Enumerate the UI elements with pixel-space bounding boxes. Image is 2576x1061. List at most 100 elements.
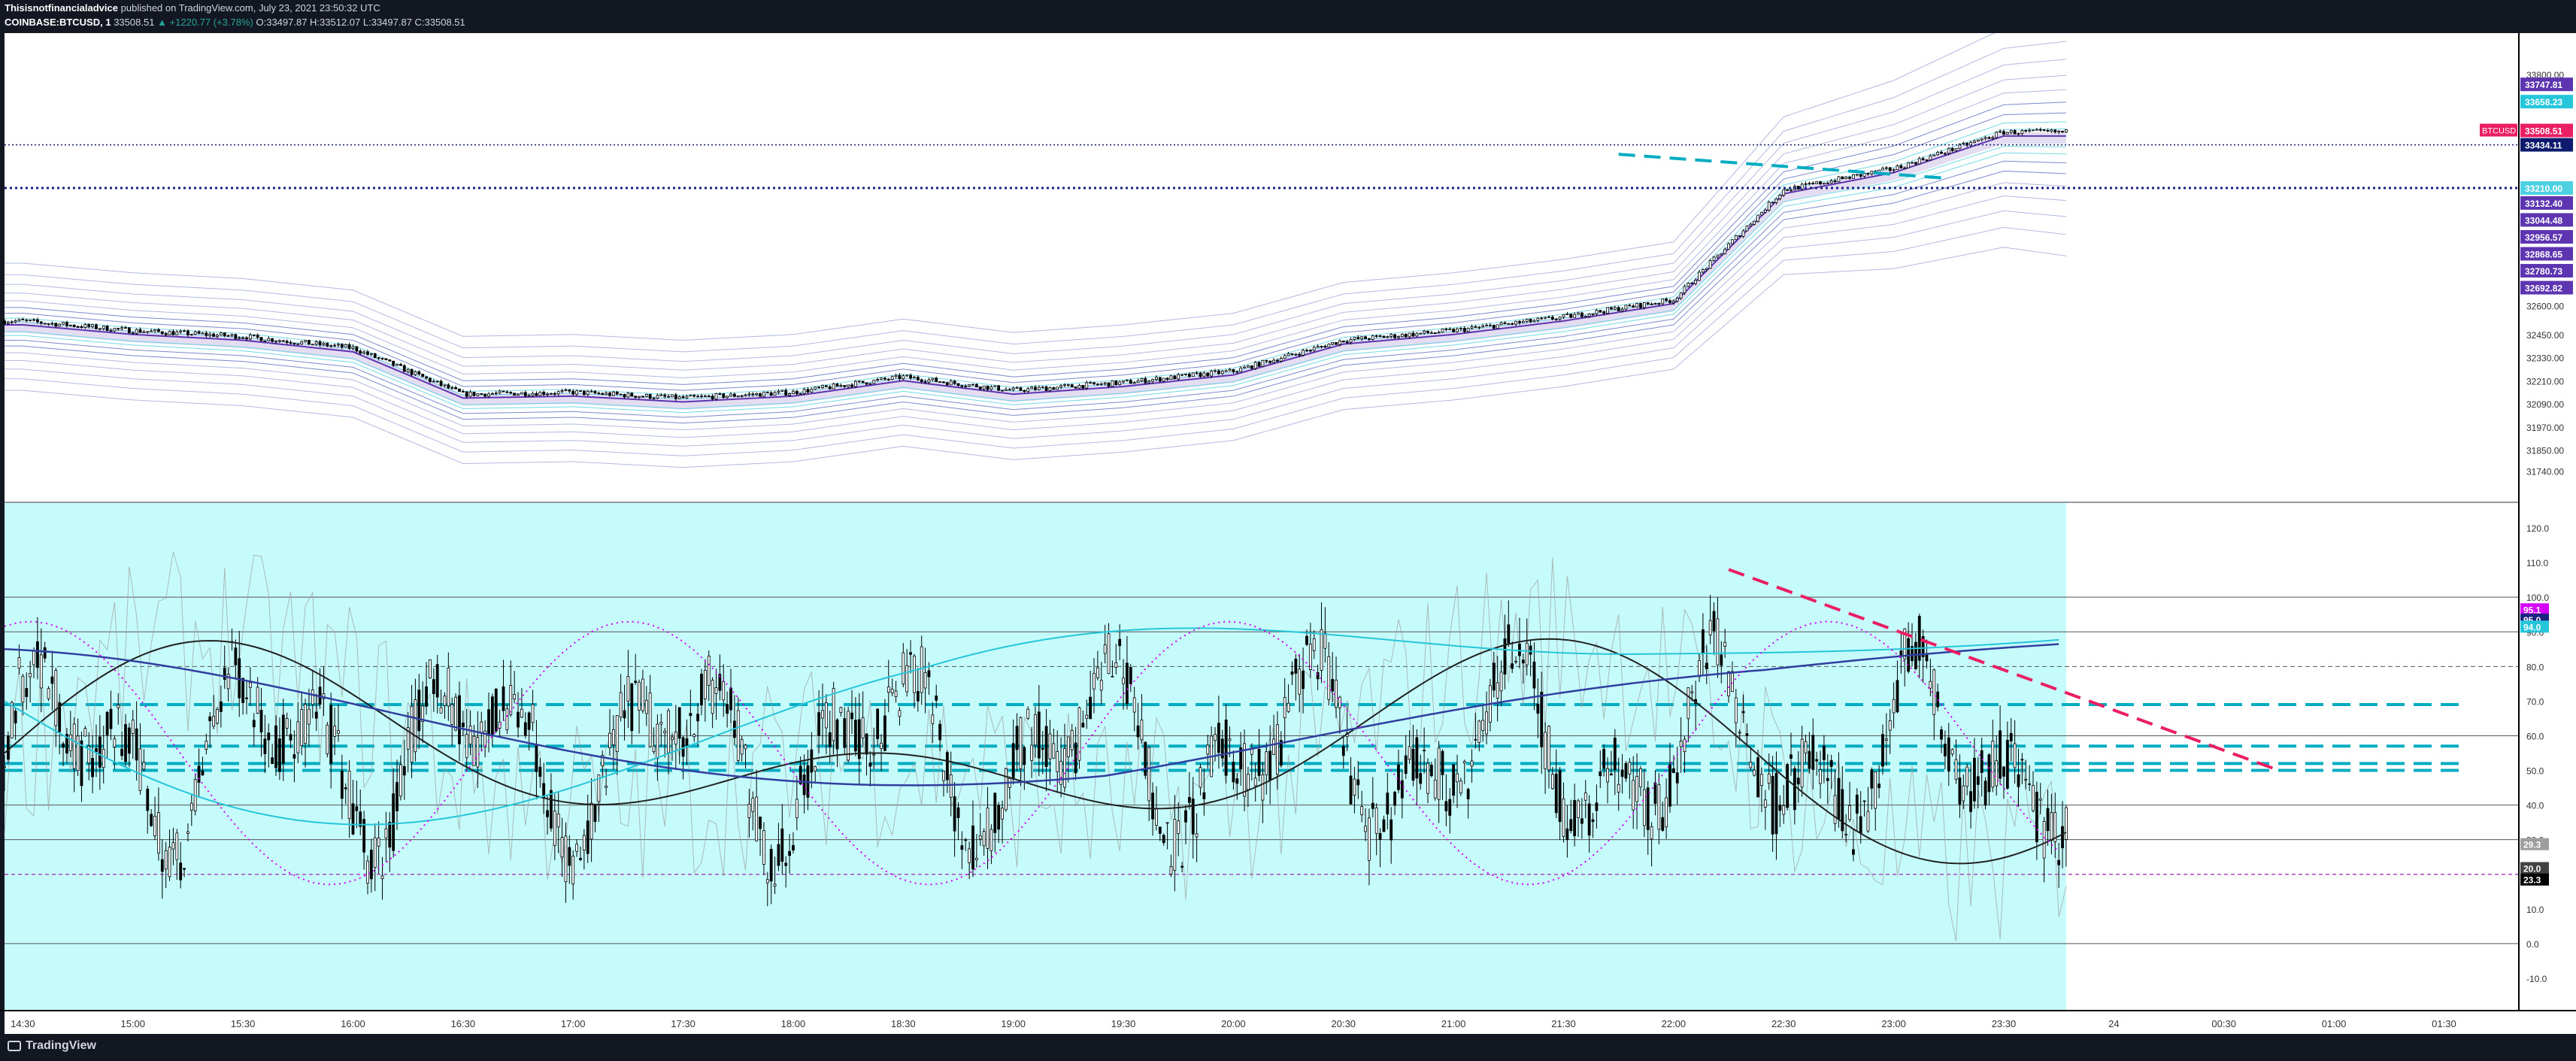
candle-body (1734, 235, 1738, 241)
candle-body (1096, 383, 1099, 386)
candle-body (780, 390, 784, 392)
candle-body (113, 328, 117, 332)
osc-bar-body (1796, 778, 1800, 785)
symbol-name[interactable]: COINBASE:BTCUSD, 1 (5, 17, 111, 28)
osc-bar-body (1562, 798, 1565, 837)
candle-body (248, 334, 252, 340)
osc-bar-body (1749, 762, 1753, 768)
osc-bar-body (700, 673, 703, 706)
osc-bar-body (1099, 680, 1103, 691)
candle-body (304, 340, 307, 342)
candle-body (1419, 332, 1423, 335)
candle-body (1111, 380, 1114, 387)
chart-canvas[interactable]: 33800.0032600.0032450.0032330.0032210.00… (0, 33, 2576, 1034)
candle-body (993, 385, 997, 387)
osc-bar-body (91, 757, 94, 778)
osc-bar-body (780, 828, 784, 862)
candle-body (216, 335, 219, 337)
candle-body (1308, 350, 1312, 352)
osc-bar-body (615, 715, 619, 752)
osc-bar-body (747, 804, 751, 818)
osc-bar-body (814, 766, 817, 771)
osc-bar-body (1052, 743, 1056, 759)
candle-body (989, 386, 993, 390)
time-tick-label: 23:30 (1992, 1018, 2017, 1029)
osc-bar-body (605, 785, 608, 788)
osc-bar-body (762, 830, 765, 865)
candle-body (487, 393, 490, 397)
candle-body (656, 395, 659, 399)
candle-body (1859, 174, 1862, 177)
oscillator-pane[interactable] (3, 502, 2520, 1011)
osc-bar-body (1184, 810, 1187, 823)
candle-body (1353, 337, 1356, 340)
osc-bar-body (1583, 793, 1587, 801)
candle-body (447, 384, 450, 389)
candle-body (337, 344, 340, 346)
osc-bar-body (523, 722, 527, 736)
candle-body (1235, 371, 1239, 373)
candle-body (531, 393, 535, 396)
osc-bar-body (1199, 767, 1202, 788)
price-label-text: 33508.51 (2525, 126, 2562, 137)
candle-body (861, 380, 865, 383)
osc-bar-body (429, 659, 432, 678)
candle-body (1712, 256, 1716, 261)
candle-body (920, 379, 923, 382)
ribbon-bands (5, 33, 2066, 468)
osc-bar-body (1874, 771, 1877, 809)
candle-body (65, 322, 68, 326)
osc-tick-label: 60.0 (2526, 731, 2544, 741)
price-label-box (2520, 247, 2573, 261)
candle-body (902, 375, 905, 380)
ribbon-band-line (5, 182, 2066, 431)
osc-bar-body (765, 879, 769, 884)
candle-body (1063, 384, 1066, 387)
osc-bars (3, 595, 2068, 907)
candle-body (1778, 195, 1782, 199)
candle-body (1591, 314, 1595, 315)
candle-body (1899, 165, 1903, 168)
osc-bar-body (414, 699, 417, 753)
osc-bar-body (1826, 778, 1829, 781)
osc-bar-body (1276, 724, 1279, 775)
candle-body (1976, 139, 1980, 142)
candle-body (630, 393, 634, 397)
price-pane[interactable] (3, 33, 2520, 468)
osc-bar-body (1077, 707, 1081, 761)
osc-bar-body (355, 806, 359, 811)
candle-body (1694, 280, 1698, 284)
candle-body (1374, 335, 1378, 337)
osc-bar-body (993, 793, 997, 833)
osc-bar-body (1228, 738, 1232, 741)
candle-body (271, 338, 274, 342)
price-label-box (2520, 196, 2573, 210)
candle-body (1462, 328, 1466, 332)
candle-body (458, 388, 461, 393)
candle-body (1034, 387, 1037, 390)
author-name[interactable]: Thisisnotfinancialadvice (5, 2, 118, 14)
osc-bar-body (894, 690, 898, 697)
candle-body (1015, 387, 1019, 390)
candle-body (1705, 268, 1708, 271)
osc-label-box (2520, 603, 2549, 616)
candle-body (1305, 350, 1308, 351)
osc-bar-body (1283, 697, 1286, 719)
osc-bar-body (124, 724, 127, 762)
candle-body (1804, 183, 1808, 185)
candle-body (1782, 189, 1786, 196)
time-tick-label: 16:30 (451, 1018, 476, 1029)
candle-body (909, 374, 912, 379)
candle-body (550, 393, 553, 395)
tradingview-logo[interactable]: TradingView (8, 1039, 96, 1053)
osc-tick-label: 100.0 (2526, 593, 2549, 603)
candle-body (960, 385, 964, 387)
ribbon-core (5, 132, 2066, 410)
osc-blue-curve (4, 643, 2059, 787)
osc-bar-body (377, 838, 380, 847)
candle-body (380, 358, 384, 359)
osc-bar-body (648, 692, 652, 747)
candle-body (982, 385, 986, 390)
candle-body (443, 384, 447, 387)
osc-bar-body (2035, 792, 2038, 842)
